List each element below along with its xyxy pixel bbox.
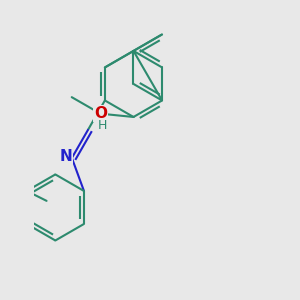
Text: H: H: [98, 119, 107, 132]
Text: N: N: [59, 149, 72, 164]
Text: O: O: [94, 106, 107, 121]
